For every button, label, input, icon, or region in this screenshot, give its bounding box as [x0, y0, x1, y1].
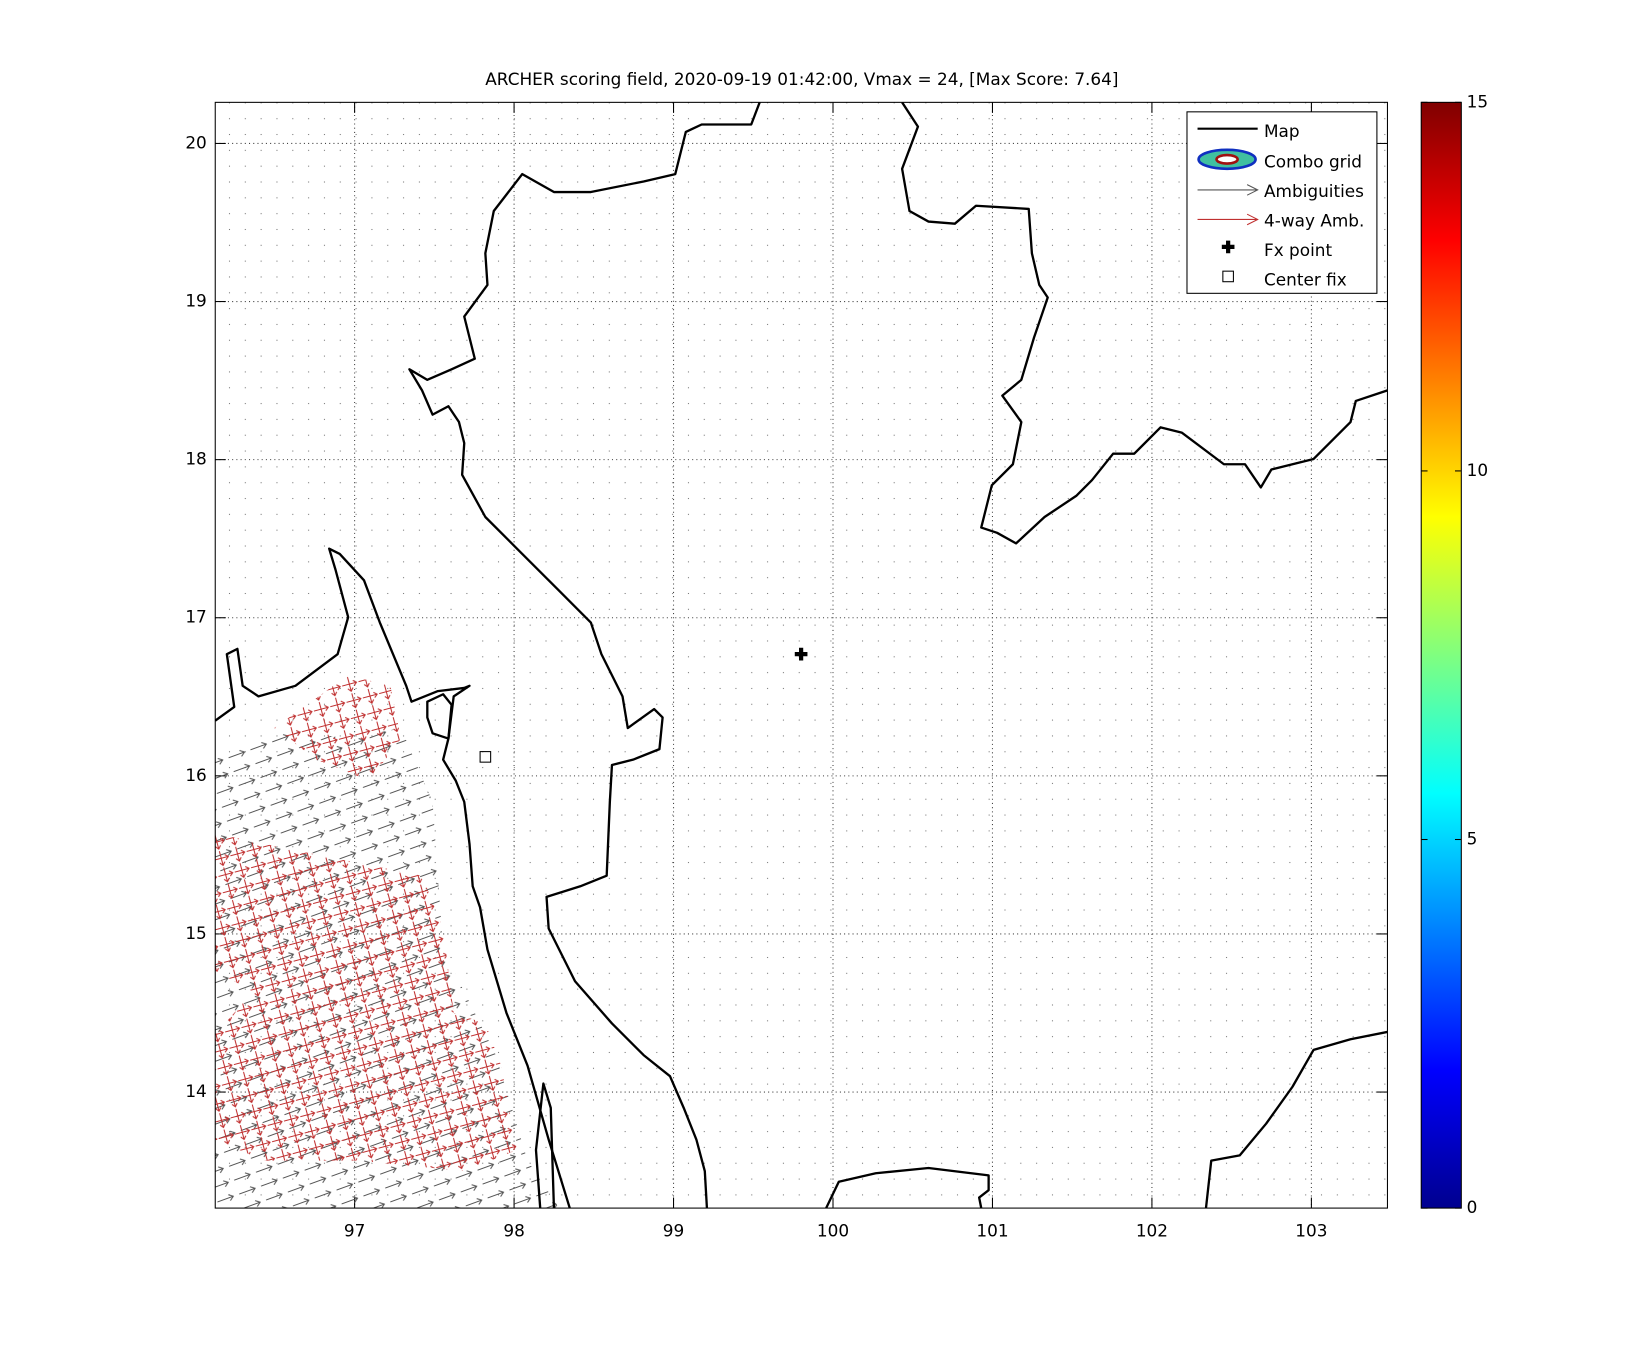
coastline	[426, 693, 453, 740]
legend-label: Map	[1264, 121, 1300, 141]
colorbar-tick-label: 0	[1467, 1197, 1478, 1217]
legend-label: Ambiguities	[1264, 181, 1364, 201]
center-fix	[479, 751, 492, 763]
colorbar	[1420, 101, 1462, 1209]
y-tick-label: 15	[185, 923, 206, 943]
x-tick-label: 103	[1295, 1220, 1327, 1240]
coastline	[534, 1082, 556, 1209]
legend-labels: Map Combo grid Ambiguities 4-way Amb. Fx poi…	[1264, 121, 1364, 290]
x-tick-label: 97	[344, 1220, 365, 1240]
coastline	[825, 1166, 990, 1209]
y-tick-label: 19	[185, 291, 206, 311]
markers	[479, 647, 808, 763]
x-tick-label: 101	[976, 1220, 1008, 1240]
legend: Map Combo grid Ambiguities 4-way Amb. Fx poi…	[1186, 111, 1378, 294]
four-way-arrows	[215, 833, 517, 1172]
legend-box	[1186, 111, 1378, 294]
colorbar-tick-label: 10	[1467, 460, 1488, 480]
legend-label: Center fix	[1264, 270, 1347, 290]
y-tick-label: 14	[185, 1081, 206, 1101]
fx-point	[794, 647, 808, 661]
plot-area: ARCHER scoring field, 2020-09-19 01:42:0…	[185, 69, 1488, 1240]
y-tick-label: 17	[185, 607, 206, 627]
legend-swatch	[1215, 153, 1239, 165]
legend-swatch	[1197, 213, 1259, 226]
legend-swatch	[1197, 184, 1259, 196]
legend-label: 4-way Amb.	[1264, 211, 1364, 231]
coastline	[215, 547, 571, 1209]
colorbar-tick-label: 5	[1467, 829, 1478, 849]
colorbar-tick-label: 15	[1467, 91, 1488, 111]
legend-swatch	[1221, 240, 1235, 254]
y-tick-label: 16	[185, 765, 206, 785]
legend-label: Fx point	[1264, 240, 1332, 260]
x-tick-label: 100	[817, 1220, 849, 1240]
four-way-arrows	[274, 675, 401, 781]
y-tick-label: 20	[185, 132, 206, 152]
coastline	[900, 102, 1388, 545]
colorbar-ticks: 0 5 10 15	[1421, 91, 1488, 1217]
x-tick-label: 99	[663, 1220, 684, 1240]
coastline	[1204, 1030, 1388, 1209]
legend-swatch	[1222, 270, 1234, 283]
x-tick-label: 98	[503, 1220, 524, 1240]
axes-frame	[214, 101, 1388, 1209]
legend-label: Combo grid	[1264, 151, 1362, 171]
y-tick-label: 18	[185, 449, 206, 469]
coastline	[408, 102, 761, 1209]
x-tick-label: 102	[1136, 1220, 1168, 1240]
chart-title: ARCHER scoring field, 2020-09-19 01:42:0…	[485, 69, 1118, 89]
